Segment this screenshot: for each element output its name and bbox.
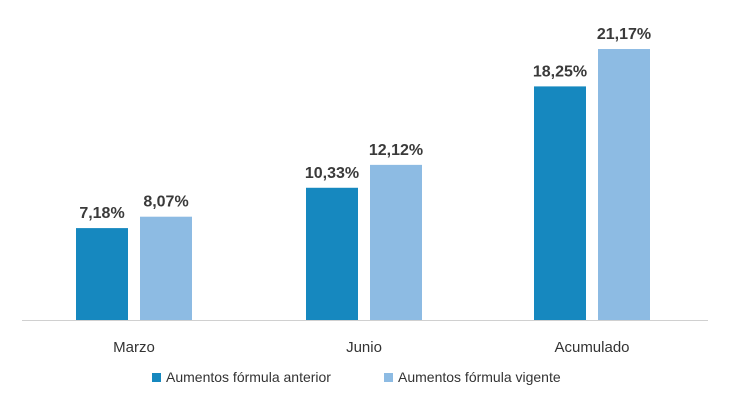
bar-marzo-series-1 [76,228,128,320]
value-label: 7,18% [79,205,124,222]
bar-junio-series-1 [306,187,358,320]
category-label: Acumulado [554,339,629,356]
bars-group [76,49,650,321]
legend: Aumentos fórmula anterior Aumentos fórmul… [152,369,561,385]
value-label: 12,12% [369,142,423,159]
legend-label-series-1: Aumentos fórmula anterior [166,369,331,385]
bar-acumulado-series-2 [598,49,650,321]
bar-marzo-series-2 [140,216,192,320]
category-labels-group: Marzo Junio Acumulado [113,339,629,356]
legend-swatch-series-1 [152,373,161,382]
legend-swatch-series-2 [384,373,393,382]
legend-label-series-2: Aumentos fórmula vigente [398,369,561,385]
value-label: 18,25% [533,63,587,80]
bar-acumulado-series-1 [534,86,586,321]
value-label: 21,17% [597,26,651,43]
value-labels-group: 7,18% 8,07% 10,33% 12,12% 18,25% 21,17% [79,26,651,222]
value-label: 8,07% [143,194,188,211]
bar-junio-series-2 [370,164,422,320]
category-label: Marzo [113,339,155,356]
category-label: Junio [346,339,382,356]
value-label: 10,33% [305,165,359,182]
